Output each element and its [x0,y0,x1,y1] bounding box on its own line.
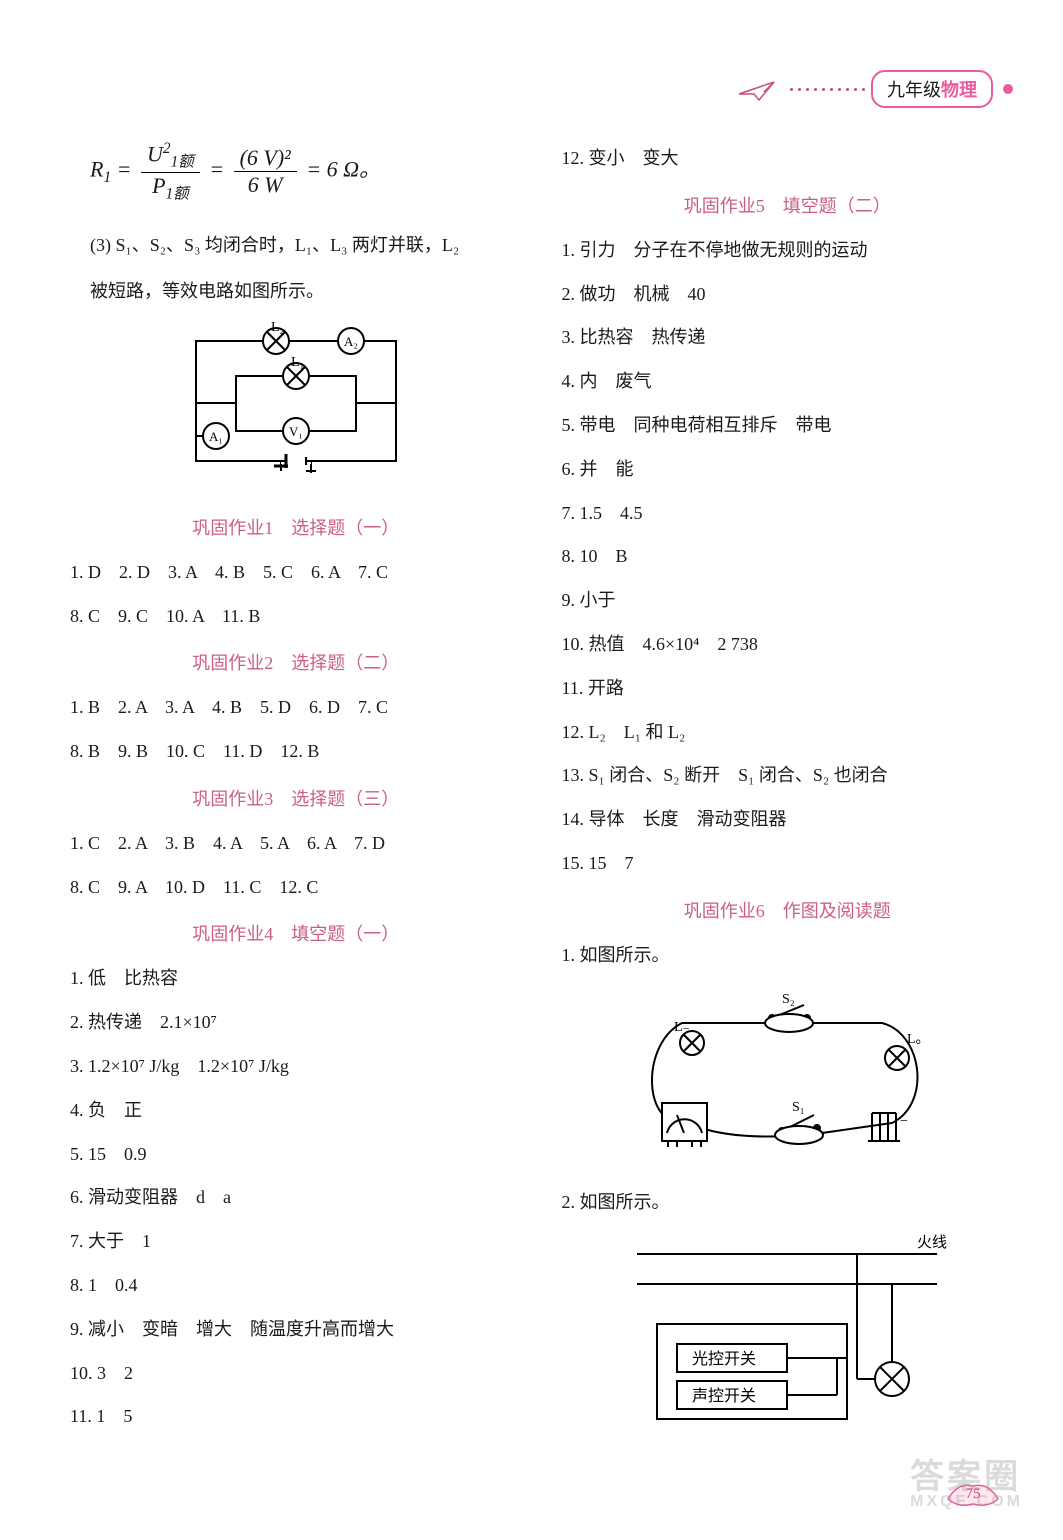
formula-num2: (6 V)² [234,145,297,172]
answer-line: 12. L₂ L₁ 和 L₂ [562,714,1014,752]
paper-plane-icon [734,74,784,104]
circle-accent-icon [1003,84,1013,94]
answer-line: 4. 负 正 [70,1092,522,1130]
answer-line: 4. 内 废气 [562,363,1014,401]
section-title: 巩固作业1 选择题（一） [70,514,522,540]
circuit-sketch-diagram: S₂ L₋ L。 S₁ [562,983,1014,1168]
svg-text:V₁: V₁ [289,424,303,439]
answer-line: 10. 3 2 [70,1355,522,1393]
question-2: 2. 如图所示。 [562,1184,1014,1222]
answer-line: 7. 1.5 4.5 [562,495,1014,533]
svg-text:S₁: S₁ [792,1100,805,1115]
section-title: 巩固作业4 填空题（一） [70,920,522,946]
answer-line: 1. B 2. A 3. A 4. B 5. D 6. D 7. C [70,689,522,727]
section-title: 巩固作业5 填空题（二） [562,192,1014,218]
section-title: 巩固作业2 选择题（二） [70,649,522,675]
svg-text:A₁: A₁ [209,429,223,444]
page-number: 75 [966,1486,981,1502]
answer-line: 3. 比热容 热传递 [562,319,1014,357]
question-1: 1. 如图所示。 [562,937,1014,975]
answer-line: 8. B 9. B 10. C 11. D 12. B [70,733,522,771]
svg-text:S₂: S₂ [782,992,795,1007]
formula-den2: 6 W [234,172,297,198]
answer-line: 14. 导体 长度 滑动变阻器 [562,801,1014,839]
subject-accent: 物理 [941,80,977,100]
answer-line: 1. 低 比热容 [70,960,522,998]
fire-wire-label: 火线 [917,1234,947,1251]
light-switch-label: 光控开关 [692,1350,756,1368]
answer-line: 2. 热传递 2.1×10⁷ [70,1004,522,1042]
desc-line-1: (3) S₁、S₂、S₃ 均闭合时，L₁、L₃ 两灯并联，L₂ [90,227,522,265]
formula: R1 = U21额 P1额 = (6 V)² 6 W = 6 Ω。 [90,140,522,203]
answer-line: 6. 滑动变阻器 d a [70,1179,522,1217]
svg-text:−: − [900,1114,908,1129]
answer-line: 8. C 9. C 10. A 11. B [70,598,522,636]
answer-line: 3. 1.2×10⁷ J/kg 1.2×10⁷ J/kg [70,1048,522,1086]
svg-text:L₋: L₋ [674,1020,690,1035]
page-number-badge: 75 [943,1474,1003,1510]
answer-line: 7. 大于 1 [70,1223,522,1261]
answer-line: 11. 开路 [562,670,1014,708]
answer-line: 12. 变小 变大 [562,140,1014,178]
dotted-line [790,88,865,91]
svg-text:L₂: L₂ [271,321,285,335]
svg-text:L。: L。 [907,1032,930,1047]
answer-line: 6. 并 能 [562,451,1014,489]
svg-text:A₂: A₂ [344,334,358,349]
answer-line: 15. 15 7 [562,845,1014,883]
subject-prefix: 九年级 [887,80,941,100]
answer-line: 1. D 2. D 3. A 4. B 5. C 6. A 7. C [70,554,522,592]
desc-line-2: 被短路，等效电路如图所示。 [90,273,522,311]
equivalent-circuit-diagram: L₂ A₂ L₁ V₁ [70,321,522,496]
switch-wiring-diagram: 火线 光控开关 声控开关 [562,1229,1014,1444]
answer-line: 1. 引力 分子在不停地做无规则的运动 [562,232,1014,270]
answer-line: 5. 15 0.9 [70,1136,522,1174]
answer-line: 8. 10 B [562,538,1014,576]
header-decoration: 九年级物理 [734,70,1013,108]
answer-line: 8. C 9. A 10. D 11. C 12. C [70,869,522,907]
left-column: R1 = U21额 P1额 = (6 V)² 6 W = 6 Ω。 (3) S₁… [70,140,522,1460]
answer-line: 8. 1 0.4 [70,1267,522,1305]
answer-line: 10. 热值 4.6×10⁴ 2 738 [562,626,1014,664]
right-column: 12. 变小 变大 巩固作业5 填空题（二） 1. 引力 分子在不停地做无规则的… [562,140,1014,1460]
subject-pill: 九年级物理 [871,70,993,108]
answer-line: 5. 带电 同种电荷相互排斥 带电 [562,407,1014,445]
answer-line: 2. 做功 机械 40 [562,276,1014,314]
sound-switch-label: 声控开关 [692,1387,756,1405]
answer-line: 9. 减小 变暗 增大 随温度升高而增大 [70,1311,522,1349]
svg-text:L₁: L₁ [291,355,304,370]
section-title: 巩固作业3 选择题（三） [70,785,522,811]
section-title: 巩固作业6 作图及阅读题 [562,897,1014,923]
formula-result: = 6 Ω。 [306,157,381,182]
answer-line: 11. 1 5 [70,1398,522,1436]
answer-line: 1. C 2. A 3. B 4. A 5. A 6. A 7. D [70,825,522,863]
answer-line: 9. 小于 [562,582,1014,620]
answer-line: 13. S₁ 闭合、S₂ 断开 S₁ 闭合、S₂ 也闭合 [562,757,1014,795]
